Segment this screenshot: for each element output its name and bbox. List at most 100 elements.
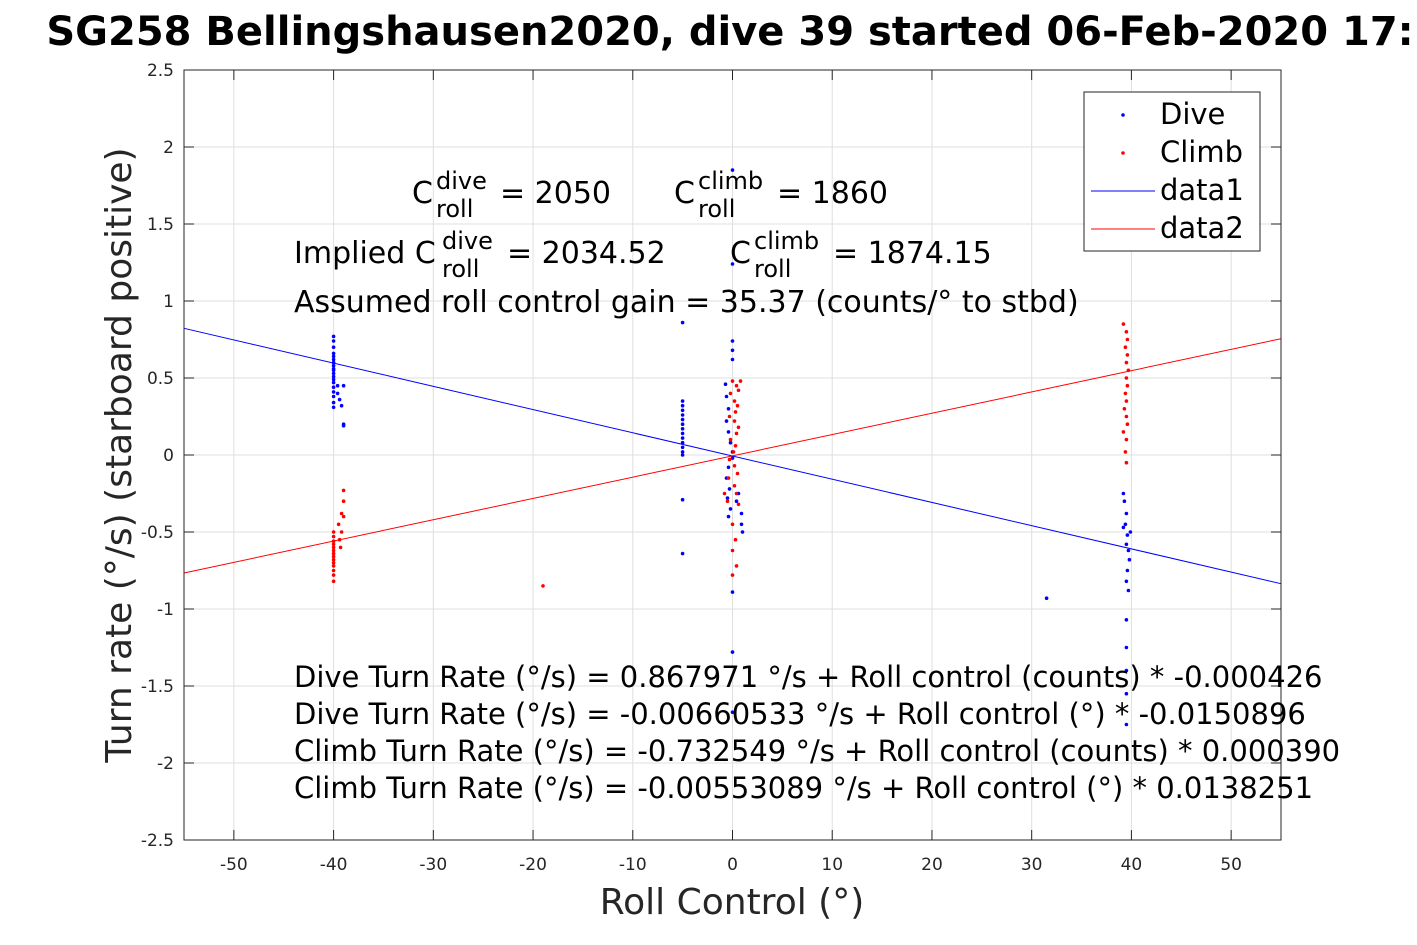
point-climb (734, 431, 739, 436)
point-dive (680, 408, 685, 413)
legend-box (1083, 91, 1261, 252)
point-climb (730, 522, 735, 527)
point-climb (733, 537, 738, 542)
point-climb (722, 491, 727, 496)
point-dive (730, 650, 735, 654)
point-climb (731, 450, 736, 454)
point-dive (680, 497, 685, 502)
point-dive (730, 348, 735, 353)
point-dive (331, 363, 336, 368)
implied-climb-symbol: C (730, 236, 751, 271)
point-dive (1124, 691, 1129, 696)
point-dive (1124, 618, 1129, 622)
point-climb (1121, 322, 1126, 326)
equation-climb-degrees: Climb Turn Rate (°/s) = -0.00553089 °/s … (294, 771, 1313, 805)
point-dive (726, 465, 731, 470)
point-dive (680, 413, 685, 417)
point-dive (724, 419, 729, 423)
implied-climb-value: = 1874.15 (833, 236, 992, 271)
y-tick-label: 1 (163, 292, 174, 312)
c-climb-symbol: C (674, 176, 695, 211)
point-dive (341, 383, 346, 388)
point-climb (331, 539, 336, 543)
point-dive (337, 397, 342, 402)
point-dive (1124, 722, 1129, 727)
y-axis-label: Turn rate (°/s) (starboard positive) (99, 147, 140, 763)
point-climb (730, 379, 735, 383)
point-dive (680, 440, 685, 445)
point-climb (1124, 437, 1129, 442)
point-dive (1126, 588, 1131, 593)
point-dive (730, 357, 735, 362)
implied-dive-subscript: roll (442, 255, 479, 283)
point-dive (335, 383, 340, 388)
point-climb (331, 573, 336, 577)
point-dive (331, 334, 336, 339)
point-dive (730, 339, 735, 343)
point-dive (331, 394, 336, 399)
point-dive (1125, 533, 1130, 537)
c-dive-annotation: C dive roll = 2050 (412, 167, 611, 223)
point-dive (680, 450, 685, 454)
point-dive (1124, 511, 1129, 516)
x-tick-label: 10 (821, 855, 843, 875)
point-dive (727, 487, 732, 491)
point-dive (331, 351, 336, 356)
c-climb-subscript: roll (698, 195, 735, 223)
point-climb (1125, 337, 1130, 342)
point-climb (339, 530, 344, 534)
point-climb (1125, 383, 1130, 388)
c-climb-value: = 1860 (777, 176, 888, 211)
x-axis-label: Roll Control (°) (600, 882, 865, 923)
fit-lines (183, 327, 1282, 585)
point-climb (728, 437, 733, 442)
point-dive (730, 710, 735, 714)
y-tick-label: 0 (163, 446, 174, 466)
point-climb (1124, 376, 1129, 380)
y-tick-label: -1.5 (141, 677, 174, 697)
legend-data2-label: data2 (1160, 211, 1244, 245)
x-tick-label: -50 (220, 855, 248, 875)
y-tick-label: -0.5 (141, 523, 174, 543)
point-dive (331, 354, 336, 359)
point-climb (1123, 450, 1128, 454)
point-dive (1124, 645, 1129, 650)
point-dive (739, 511, 744, 516)
y-tick-label: -1 (157, 600, 174, 620)
point-climb (1124, 460, 1129, 465)
equation-dive-degrees: Dive Turn Rate (°/s) = -0.00660533 °/s +… (294, 697, 1306, 731)
point-dive (331, 371, 336, 376)
point-climb (338, 545, 343, 550)
point-climb (734, 383, 739, 388)
point-climb (541, 584, 545, 588)
c-dive-superscript: dive (436, 167, 487, 195)
x-tick-label: -30 (419, 855, 447, 875)
point-climb (734, 564, 739, 568)
implied-dive-symbol: Implied C (294, 236, 436, 271)
point-dive (680, 551, 685, 556)
point-climb (1123, 345, 1128, 350)
point-climb (331, 557, 336, 562)
point-dive (331, 380, 336, 385)
point-dive (1128, 530, 1133, 534)
equation-climb-counts: Climb Turn Rate (°/s) = -0.732549 °/s + … (294, 734, 1340, 768)
point-dive (1121, 525, 1126, 530)
point-climb (331, 579, 336, 584)
point-climb (1125, 353, 1130, 357)
equation-dive-counts: Dive Turn Rate (°/s) = 0.867971 °/s + Ro… (294, 660, 1322, 694)
point-climb (331, 561, 336, 565)
y-tick-label: 0.5 (147, 369, 174, 389)
point-dive (680, 431, 685, 436)
point-dive (730, 590, 735, 594)
point-dive (1124, 579, 1129, 584)
implied-dive-annotation: Implied C dive roll = 2034.52 (294, 227, 666, 283)
x-tick-label: -40 (320, 855, 348, 875)
c-dive-symbol: C (412, 176, 433, 211)
point-dive (331, 385, 336, 390)
legend-climb-marker (1121, 151, 1125, 155)
point-dive (331, 345, 336, 350)
c-climb-superscript: climb (698, 167, 763, 195)
point-dive (1125, 568, 1130, 573)
point-climb (735, 471, 740, 476)
